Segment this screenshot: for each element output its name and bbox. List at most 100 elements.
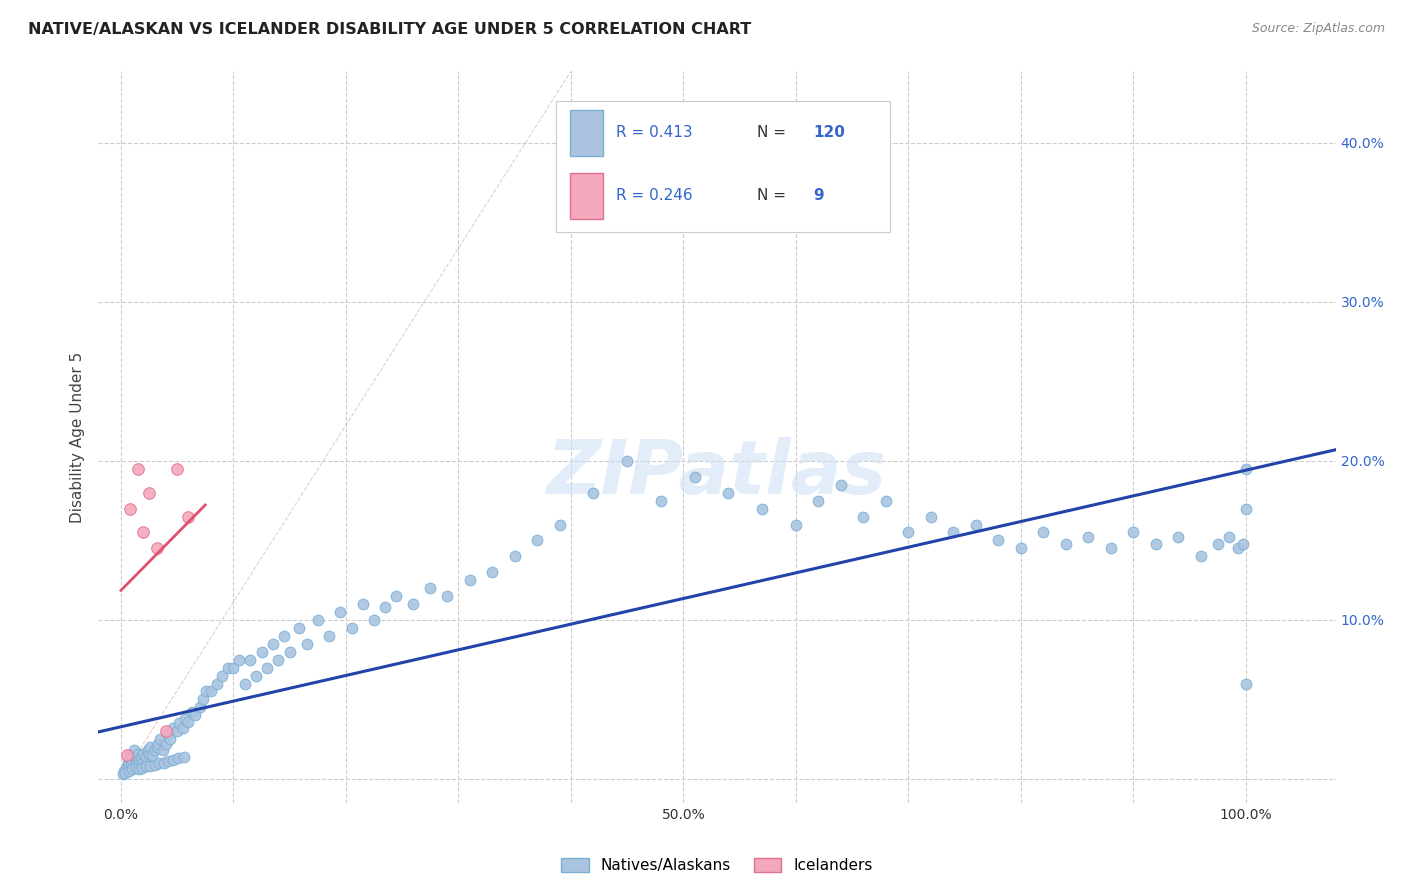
- Point: [526, 533, 548, 548]
- Point: [139, 759, 162, 773]
- Point: [1010, 541, 1032, 556]
- Point: [159, 732, 181, 747]
- Point: [118, 764, 141, 778]
- Point: [128, 753, 150, 767]
- Point: [262, 637, 284, 651]
- Point: [162, 721, 184, 735]
- Point: [132, 747, 155, 761]
- Point: [340, 621, 363, 635]
- Point: [115, 748, 138, 763]
- Point: [166, 724, 188, 739]
- Point: [143, 757, 166, 772]
- Point: [135, 749, 157, 764]
- Point: [112, 767, 135, 781]
- Point: [184, 708, 207, 723]
- Point: [200, 684, 222, 698]
- Point: [136, 743, 159, 757]
- Point: [172, 721, 194, 735]
- Point: [169, 716, 191, 731]
- Point: [419, 581, 441, 595]
- Point: [987, 533, 1010, 548]
- Point: [295, 637, 318, 651]
- Point: [287, 621, 309, 635]
- Point: [1234, 501, 1257, 516]
- Text: ZIPatlas: ZIPatlas: [547, 437, 887, 510]
- Point: [481, 566, 503, 580]
- Point: [852, 509, 875, 524]
- Point: [128, 763, 150, 777]
- Point: [582, 485, 605, 500]
- Legend: Natives/Alaskans, Icelanders: Natives/Alaskans, Icelanders: [555, 852, 879, 880]
- Point: [143, 743, 166, 757]
- Point: [132, 525, 155, 540]
- Point: [374, 600, 396, 615]
- Point: [167, 751, 190, 765]
- Point: [157, 755, 180, 769]
- Point: [177, 714, 200, 729]
- Point: [1099, 541, 1122, 556]
- Point: [385, 589, 408, 603]
- Point: [152, 743, 174, 757]
- Point: [1077, 530, 1099, 544]
- Point: [239, 653, 262, 667]
- Point: [141, 748, 163, 763]
- Point: [120, 756, 142, 770]
- Point: [177, 509, 200, 524]
- Point: [125, 751, 148, 765]
- Point: [1226, 541, 1249, 556]
- Point: [118, 748, 141, 763]
- Point: [138, 485, 160, 500]
- Point: [124, 761, 146, 775]
- Point: [875, 493, 897, 508]
- Point: [121, 753, 143, 767]
- Point: [211, 668, 233, 682]
- Point: [830, 477, 852, 491]
- Point: [121, 763, 143, 777]
- Point: [1234, 462, 1257, 476]
- Point: [458, 573, 481, 587]
- Text: NATIVE/ALASKAN VS ICELANDER DISABILITY AGE UNDER 5 CORRELATION CHART: NATIVE/ALASKAN VS ICELANDER DISABILITY A…: [28, 22, 751, 37]
- Point: [1218, 530, 1240, 544]
- Point: [222, 660, 245, 674]
- Point: [942, 525, 965, 540]
- Point: [117, 756, 139, 770]
- Point: [548, 517, 571, 532]
- Point: [127, 747, 149, 761]
- Point: [166, 462, 188, 476]
- Point: [250, 645, 273, 659]
- Point: [267, 653, 290, 667]
- Point: [683, 470, 706, 484]
- Point: [149, 732, 172, 747]
- Point: [118, 501, 141, 516]
- Point: [245, 668, 267, 682]
- Point: [124, 756, 146, 770]
- Point: [122, 748, 145, 763]
- Point: [129, 749, 152, 764]
- Point: [188, 700, 211, 714]
- Point: [273, 629, 295, 643]
- Point: [139, 740, 162, 755]
- Text: Source: ZipAtlas.com: Source: ZipAtlas.com: [1251, 22, 1385, 36]
- Point: [127, 462, 149, 476]
- Point: [115, 759, 138, 773]
- Point: [436, 589, 458, 603]
- Point: [1144, 536, 1167, 550]
- Point: [920, 509, 942, 524]
- Point: [114, 765, 136, 780]
- Point: [352, 597, 374, 611]
- Point: [217, 660, 239, 674]
- Point: [152, 756, 174, 770]
- Point: [228, 653, 250, 667]
- Point: [146, 740, 169, 755]
- Point: [329, 605, 352, 619]
- Point: [155, 724, 177, 739]
- Point: [173, 749, 195, 764]
- Point: [146, 541, 169, 556]
- Point: [118, 753, 141, 767]
- Point: [318, 629, 340, 643]
- Point: [751, 501, 773, 516]
- Point: [112, 764, 135, 778]
- Point: [131, 756, 153, 770]
- Point: [363, 613, 385, 627]
- Point: [402, 597, 425, 611]
